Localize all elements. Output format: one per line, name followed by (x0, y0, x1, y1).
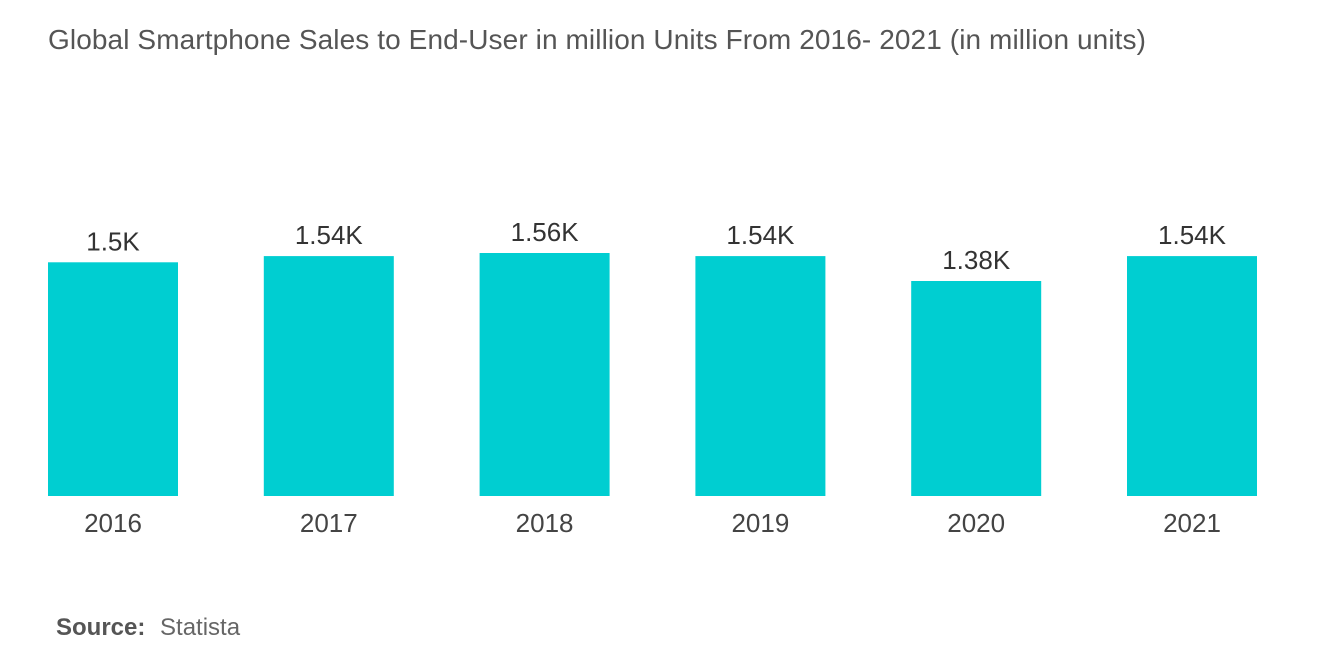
x-tick-label-2021: 2021 (1163, 508, 1221, 538)
bar-2018 (479, 253, 610, 496)
x-tick-label-2016: 2016 (84, 508, 142, 538)
x-tick-label-2017: 2017 (300, 508, 358, 538)
x-tick-label-2019: 2019 (731, 508, 789, 538)
source-value: Statista (160, 614, 241, 641)
bar-2016 (48, 262, 178, 496)
data-label-2016: 1.5K (86, 226, 140, 256)
data-label-2021: 1.54K (1158, 220, 1227, 250)
source-label: Source: (56, 614, 146, 641)
chart-title: Global Smartphone Sales to End-User in m… (48, 24, 1147, 55)
data-label-2020: 1.38K (942, 245, 1011, 275)
data-label-2019: 1.54K (726, 220, 795, 250)
x-tick-label-2018: 2018 (516, 508, 574, 538)
data-label-2017: 1.54K (295, 220, 364, 250)
data-label-2018: 1.56K (511, 217, 580, 247)
bar-2021 (1127, 256, 1257, 496)
bar-2020 (911, 281, 1042, 496)
x-tick-label-2020: 2020 (947, 508, 1005, 538)
source-note: Source: Statista (56, 614, 240, 642)
bar-2017 (263, 256, 394, 496)
bar-2019 (695, 256, 826, 496)
